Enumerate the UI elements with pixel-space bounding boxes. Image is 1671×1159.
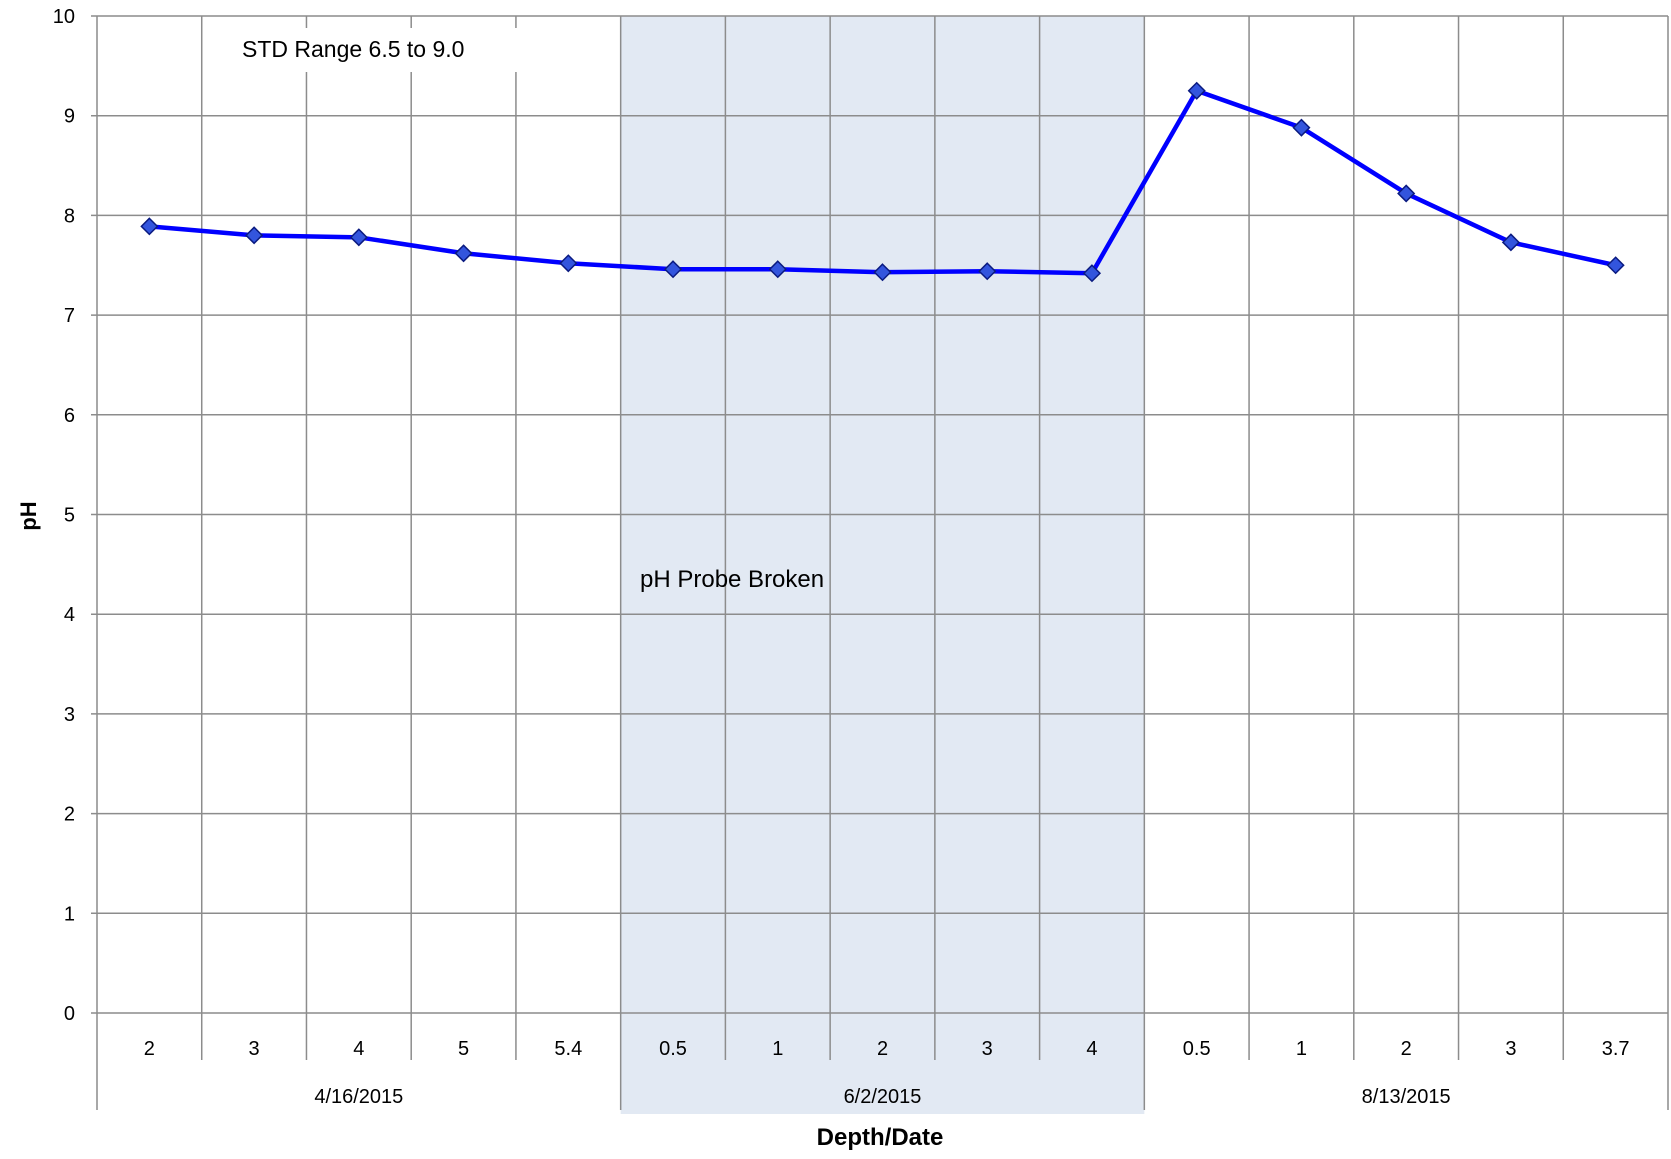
- data-point: [349, 228, 368, 247]
- x-tick-label: 2: [1401, 1038, 1412, 1060]
- y-tick-label: 2: [64, 804, 75, 826]
- x-tick-label: 5: [458, 1038, 469, 1060]
- x-axis-title: Depth/Date: [817, 1124, 944, 1151]
- data-point: [1501, 233, 1520, 252]
- data-point: [663, 260, 683, 279]
- shaded-region-1: [620, 16, 1145, 1114]
- data-point: [454, 244, 473, 263]
- std-range-annotation: STD Range 6.5 to 9.0: [242, 36, 464, 62]
- data-point: [978, 262, 997, 281]
- series-layer: [140, 81, 1625, 283]
- y-tick-label: 9: [64, 106, 75, 128]
- probe-broken-annotation: pH Probe Broken: [640, 566, 824, 593]
- x-tick-label: 0.5: [1183, 1038, 1211, 1060]
- date-group-label: 6/2/2015: [844, 1086, 922, 1108]
- data-point: [1292, 118, 1311, 137]
- data-point: [1606, 256, 1625, 275]
- data-point: [1397, 184, 1416, 203]
- data-point: [1082, 264, 1102, 283]
- date-group-label: 8/13/2015: [1362, 1086, 1451, 1108]
- y-tick-label: 10: [53, 6, 75, 28]
- x-tick-label: 2: [144, 1038, 155, 1060]
- data-point: [1187, 81, 1206, 100]
- y-tick-label: 3: [64, 704, 75, 726]
- data-point: [559, 254, 578, 273]
- data-point: [140, 217, 159, 236]
- y-axis-title: pH: [16, 501, 41, 530]
- y-tick-label: 5: [64, 505, 75, 527]
- date-group-labels: 4/16/2015 6/2/2015 8/13/2015: [314, 1086, 1450, 1108]
- x-tick-label: 3: [1505, 1038, 1516, 1060]
- x-tick-label: 3: [982, 1038, 993, 1060]
- x-tick-label: 4: [353, 1038, 364, 1060]
- data-point: [245, 226, 264, 245]
- y-tick-label: 1: [64, 903, 75, 925]
- x-tick-label: 0.5: [659, 1038, 687, 1060]
- x-tick-label: 3: [249, 1038, 260, 1060]
- grid-layer: [91, 15, 1669, 1110]
- x-tick-label: 4: [1086, 1038, 1097, 1060]
- x-tick-label: 1: [1296, 1038, 1307, 1060]
- y-tick-label: 6: [64, 405, 75, 427]
- x-tick-labels: 2 3 4 5 5.4 0.5 1 2 3 4 0.5 1 2 3 3.7: [144, 1038, 1630, 1060]
- x-tick-label: 3.7: [1602, 1038, 1630, 1060]
- data-point: [768, 260, 787, 279]
- y-tick-labels: 0 1 2 3 4 5 6 7 8 9 10: [53, 6, 75, 1025]
- date-group-label: 4/16/2015: [314, 1086, 403, 1108]
- data-point: [873, 263, 892, 282]
- std-range-annotation-bg: [238, 32, 488, 68]
- shade-layer: [620, 16, 1145, 1114]
- x-tick-label: 1: [772, 1038, 783, 1060]
- y-tick-label: 0: [64, 1003, 75, 1025]
- x-tick-label: 5.4: [554, 1038, 582, 1060]
- y-tick-label: 4: [64, 604, 75, 626]
- y-tick-label: 8: [64, 205, 75, 227]
- x-tick-label: 2: [877, 1038, 888, 1060]
- y-tick-label: 7: [64, 305, 75, 327]
